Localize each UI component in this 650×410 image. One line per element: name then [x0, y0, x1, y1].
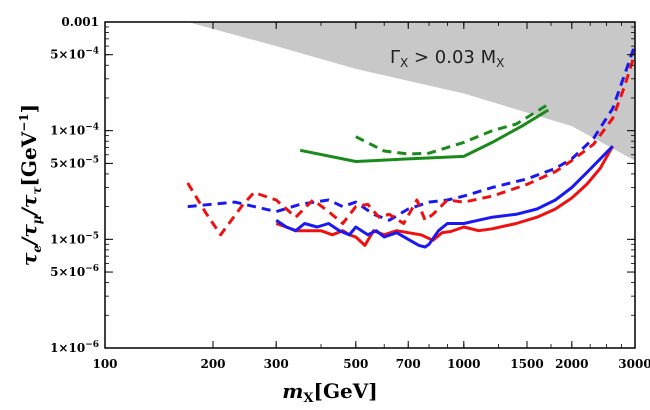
- plot-frame: [104, 21, 636, 349]
- series-red-solid: [275, 145, 615, 247]
- x-tick-label: 700: [396, 357, 421, 371]
- series-green-solid: [299, 108, 550, 163]
- y-tick-label: 5×10−6: [50, 264, 99, 279]
- x-axis-title: mX[GeV]: [282, 379, 378, 406]
- y-tick-label: 5×10−4: [50, 47, 99, 62]
- excluded-region: [187, 22, 635, 161]
- x-tick-label: 200: [200, 357, 225, 371]
- series-red-dashed: [186, 52, 635, 237]
- y-tick-label: 0.001: [61, 15, 99, 29]
- x-tick-label: 2000: [555, 357, 588, 371]
- y-tick-label: 1×10−5: [50, 231, 99, 246]
- excluded-region-label: ΓX > 0.03 MX: [390, 47, 504, 70]
- x-tick-label: 1500: [510, 357, 543, 371]
- y-tick-label: 1×10−6: [50, 340, 99, 355]
- x-tick-label: 300: [264, 357, 289, 371]
- series-green-dashed: [355, 103, 550, 156]
- series-blue-solid: [275, 145, 614, 249]
- x-tick-label: 1000: [447, 357, 480, 371]
- y-axis-title: τe/τμ/ττ[GeV−1]: [17, 104, 44, 266]
- x-tick-label: 500: [343, 357, 368, 371]
- x-tick-label: 3000: [618, 357, 650, 371]
- x-tick-label: 100: [92, 357, 117, 371]
- y-tick-label: 5×10−5: [50, 155, 99, 170]
- y-tick-label: 1×10−4: [50, 123, 99, 138]
